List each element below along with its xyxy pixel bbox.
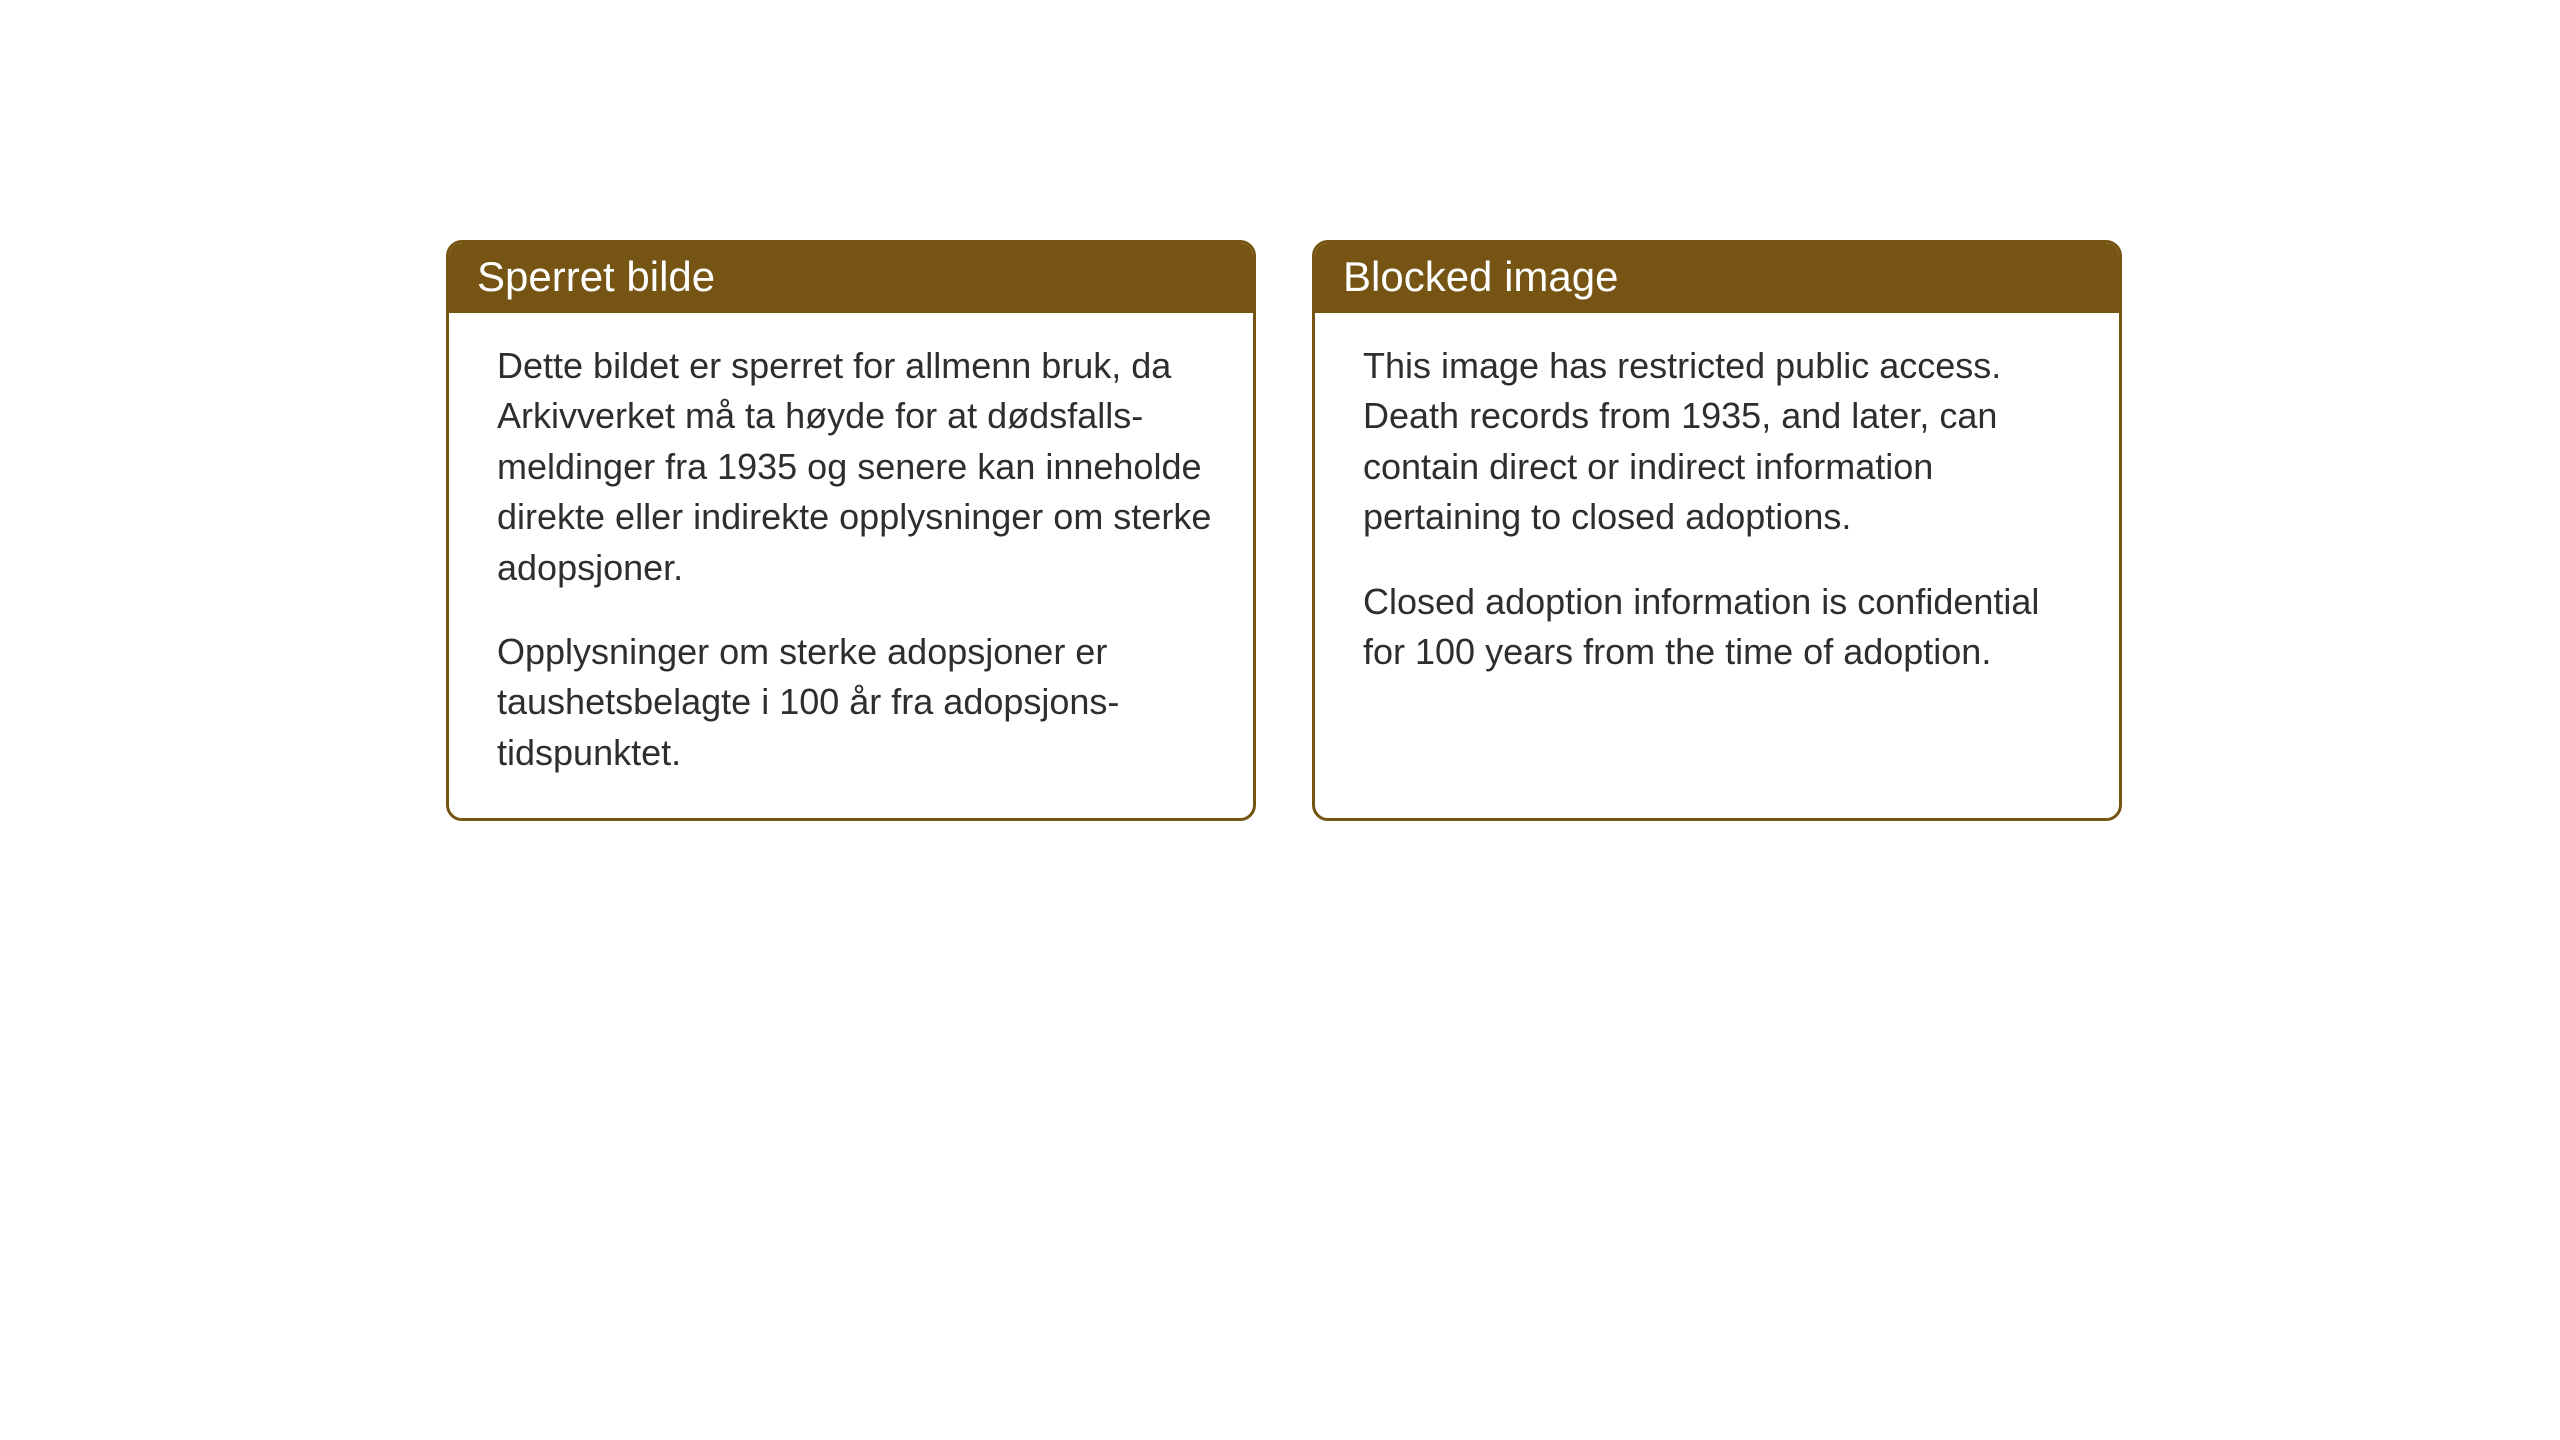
english-paragraph-2: Closed adoption information is confident… bbox=[1363, 577, 2079, 678]
english-message-box: Blocked image This image has restricted … bbox=[1312, 240, 2122, 821]
norwegian-paragraph-1: Dette bildet er sperret for allmenn bruk… bbox=[497, 341, 1213, 593]
norwegian-paragraph-2: Opplysninger om sterke adopsjoner er tau… bbox=[497, 627, 1213, 778]
message-container: Sperret bilde Dette bildet er sperret fo… bbox=[446, 240, 2122, 821]
norwegian-header: Sperret bilde bbox=[449, 243, 1253, 313]
english-body: This image has restricted public access.… bbox=[1315, 313, 2119, 717]
norwegian-message-box: Sperret bilde Dette bildet er sperret fo… bbox=[446, 240, 1256, 821]
english-paragraph-1: This image has restricted public access.… bbox=[1363, 341, 2079, 543]
english-header: Blocked image bbox=[1315, 243, 2119, 313]
norwegian-body: Dette bildet er sperret for allmenn bruk… bbox=[449, 313, 1253, 818]
